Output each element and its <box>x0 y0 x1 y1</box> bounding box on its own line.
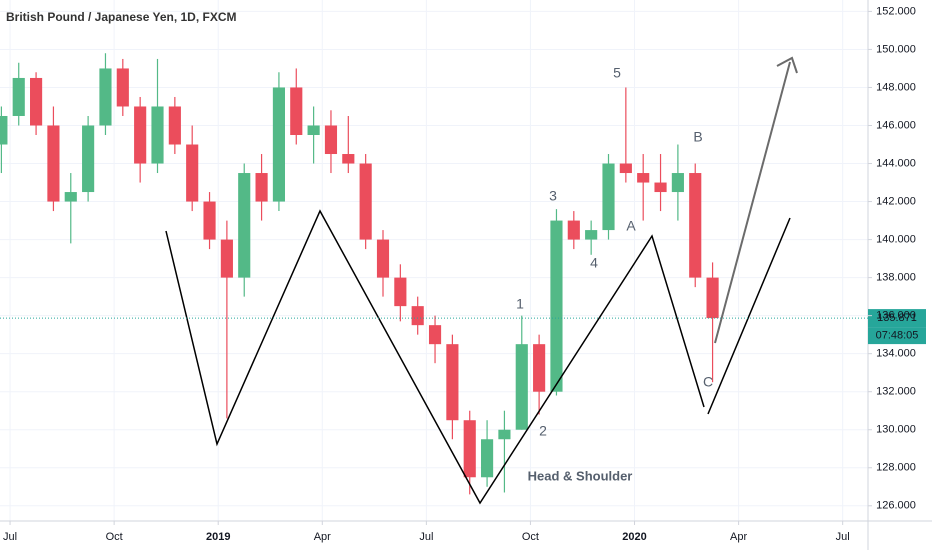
candle-body <box>446 344 459 421</box>
candle-body <box>99 68 112 126</box>
candle-body <box>533 344 546 392</box>
x-tick-label: Apr <box>314 531 331 543</box>
candle-body <box>324 125 338 155</box>
y-tick-label: 130.000 <box>876 424 916 436</box>
candle-body <box>515 344 528 430</box>
y-tick-label: 138.000 <box>876 272 916 284</box>
annotation: C <box>703 374 713 390</box>
y-tick-label: 144.000 <box>876 157 916 169</box>
candle-body <box>82 125 95 193</box>
candle-body <box>134 106 147 164</box>
candle-body <box>151 106 164 164</box>
candle-body <box>30 77 43 126</box>
candle-body <box>637 173 650 183</box>
x-tick-label: Jul <box>836 531 850 543</box>
candle-body <box>394 277 407 307</box>
candle-body <box>706 277 719 319</box>
x-tick-label: Apr <box>730 531 747 543</box>
candle-body <box>168 106 181 145</box>
countdown-label: 07:48:05 <box>876 330 919 342</box>
y-tick-label: 126.000 <box>876 500 916 512</box>
annotation: 2 <box>539 423 547 439</box>
arrow <box>714 61 791 344</box>
annotation: 3 <box>549 188 557 204</box>
countdown-box <box>868 327 926 345</box>
y-tick-label: 142.000 <box>876 195 916 207</box>
chart-title: British Pound / Japanese Yen, 1D, FXCM <box>6 10 237 24</box>
candle-body <box>116 68 129 107</box>
annotation: 1 <box>516 296 524 312</box>
candle-body <box>186 144 199 202</box>
candle-body <box>654 182 667 193</box>
y-tick-label: 136.000 <box>876 310 916 322</box>
y-tick-label: 152.000 <box>876 5 916 17</box>
x-tick-label: Jul <box>3 531 17 543</box>
candle-body <box>498 429 511 440</box>
y-tick-label: 134.000 <box>876 348 916 360</box>
candle-body <box>671 173 684 193</box>
candle-body <box>220 239 233 278</box>
x-tick-label: 2019 <box>206 531 230 543</box>
y-tick-label: 148.000 <box>876 81 916 93</box>
x-tick-label: 2020 <box>622 531 646 543</box>
candles <box>0 53 719 495</box>
pattern-line <box>165 209 705 505</box>
pattern-line <box>707 217 791 415</box>
candle-body <box>602 163 615 231</box>
y-tick-label: 146.000 <box>876 119 916 131</box>
annotation: Head & Shoulder <box>528 468 633 483</box>
candle-body <box>47 125 60 202</box>
candle-body <box>255 173 268 202</box>
candle-body <box>290 87 303 136</box>
grid <box>0 0 868 521</box>
candle-body <box>0 115 8 145</box>
candle-body <box>567 220 580 240</box>
x-tick-label: Oct <box>106 531 123 543</box>
last-price-box <box>868 309 926 328</box>
annotation: 5 <box>613 65 621 81</box>
candle-body <box>12 77 25 116</box>
annotation: B <box>693 129 702 145</box>
candle-body <box>272 87 285 202</box>
candle-body <box>463 420 476 478</box>
last-price-label: 135.871 <box>877 312 917 324</box>
candle-body <box>376 239 390 278</box>
annotation: A <box>626 218 636 234</box>
y-tick-label: 128.000 <box>876 462 916 474</box>
candle-body <box>428 325 442 345</box>
candle-body <box>342 154 355 164</box>
candle-body <box>238 173 251 278</box>
candle-body <box>689 173 702 278</box>
arrow-head <box>776 56 798 74</box>
x-tick-label: Jul <box>419 531 433 543</box>
annotation: 4 <box>590 255 598 271</box>
x-tick-label: Oct <box>522 531 539 543</box>
candle-body <box>619 163 632 174</box>
candle-body <box>481 439 494 478</box>
candle-body <box>550 220 563 392</box>
candle-body <box>585 230 598 240</box>
candle-body <box>203 201 216 240</box>
overlay: 135.871 07:48:05 1 2 3 4 5 A B C Head & Shoulder <box>0 65 926 483</box>
candle-body <box>359 163 372 240</box>
y-tick-label: 150.000 <box>876 43 916 55</box>
candle-body <box>307 125 320 136</box>
y-tick-label: 132.000 <box>876 386 916 398</box>
candle-body <box>411 306 424 326</box>
y-tick-label: 140.000 <box>876 233 916 245</box>
candle-body <box>64 192 77 202</box>
